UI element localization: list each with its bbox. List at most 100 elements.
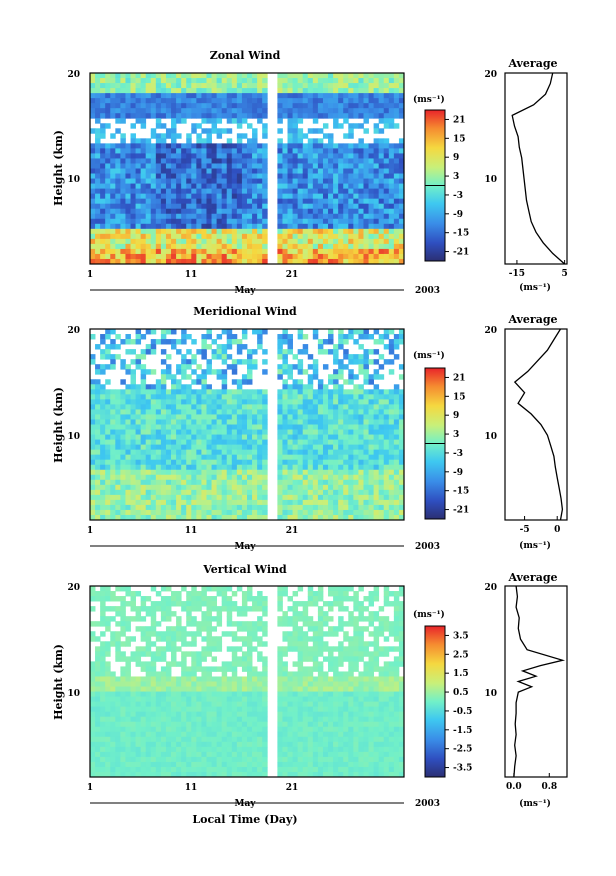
heatmap-cell	[150, 716, 157, 723]
heatmap-cell	[338, 384, 344, 390]
heatmap-cell	[297, 414, 304, 420]
heatmap-cell	[191, 606, 197, 612]
heatmap-cell	[206, 148, 212, 154]
heatmap-cell	[236, 253, 243, 260]
heatmap-cell	[317, 514, 324, 521]
heatmap-cell	[328, 233, 334, 240]
heatmap-cell	[191, 701, 197, 708]
heatmap-cell	[277, 243, 283, 250]
heatmap-cell	[307, 108, 314, 114]
heatmap-cell	[95, 484, 101, 491]
heatmap-cell	[393, 449, 400, 456]
heatmap-cell	[171, 656, 177, 662]
heatmap-cell	[211, 419, 218, 425]
heatmap-cell	[398, 409, 405, 415]
heatmap-cell	[282, 464, 288, 471]
heatmap-cell	[358, 494, 364, 501]
heatmap-cell	[110, 434, 116, 440]
heatmap-cell	[105, 93, 111, 99]
heatmap-cell	[176, 686, 182, 692]
heatmap-cell	[358, 243, 364, 250]
heatmap-cell	[140, 741, 147, 748]
heatmap-cell	[90, 691, 96, 697]
heatmap-cell	[130, 454, 136, 461]
heatmap-cell	[140, 434, 147, 440]
heatmap-cell	[317, 183, 324, 190]
profile-y-tick-20: 20	[484, 326, 497, 336]
heatmap-cell	[176, 454, 182, 461]
heatmap-cell	[292, 464, 299, 471]
heatmap-cell	[358, 469, 364, 476]
heatmap-cell	[191, 339, 197, 345]
heatmap-cell	[155, 118, 162, 124]
heatmap-cell	[388, 208, 395, 215]
heatmap-cell	[363, 238, 369, 245]
heatmap-cell	[292, 419, 299, 425]
heatmap-cell	[247, 369, 253, 375]
heatmap-cell	[105, 686, 111, 692]
heatmap-cell	[216, 459, 223, 466]
heatmap-cell	[252, 203, 258, 210]
heatmap-cell	[211, 454, 218, 461]
heatmap-cell	[125, 83, 131, 89]
heatmap-cell	[120, 409, 126, 415]
heatmap-cell	[282, 233, 288, 240]
heatmap-cell	[201, 596, 207, 602]
heatmap-cell	[125, 103, 131, 109]
heatmap-cell	[90, 721, 96, 728]
heatmap-cell	[287, 218, 293, 225]
heatmap-cell	[383, 78, 390, 84]
heatmap-cell	[155, 88, 162, 94]
heatmap-cell	[282, 78, 288, 84]
heatmap-cell	[211, 489, 218, 496]
heatmap-cell	[90, 198, 96, 205]
heatmap-cell	[287, 243, 293, 250]
heatmap-cell	[181, 444, 187, 451]
heatmap-cell	[398, 108, 405, 114]
heatmap-cell	[150, 711, 157, 718]
heatmap-cell	[363, 248, 369, 255]
heatmap-cell	[186, 464, 192, 471]
heatmap-cell	[150, 168, 157, 174]
heatmap-cell	[171, 489, 177, 496]
heatmap-cell	[221, 128, 228, 134]
heatmap-cell	[353, 479, 359, 486]
heatmap-cell	[145, 213, 152, 220]
heatmap-cell	[317, 73, 324, 79]
heatmap-cell	[287, 369, 293, 375]
heatmap-cell	[140, 88, 147, 94]
heatmap-cell	[155, 93, 162, 99]
heatmap-cell	[277, 509, 283, 516]
heatmap-cell	[292, 404, 299, 410]
heatmap-cell	[373, 329, 380, 335]
heatmap-cell	[277, 83, 283, 89]
heatmap-cell	[292, 484, 299, 491]
heatmap-cell	[120, 606, 126, 612]
heatmap-cell	[186, 349, 192, 355]
heatmap-cell	[181, 188, 187, 195]
heatmap-cell	[150, 198, 157, 205]
heatmap-cell	[150, 464, 157, 471]
heatmap-cell	[216, 429, 223, 435]
heatmap-cell	[383, 504, 390, 511]
heatmap-cell	[171, 459, 177, 466]
heatmap-cell	[145, 459, 152, 466]
heatmap-cell	[328, 213, 334, 220]
heatmap-cell	[262, 359, 268, 365]
heatmap-cell	[181, 193, 187, 200]
heatmap-cell	[383, 198, 390, 205]
heatmap-cell	[181, 208, 187, 215]
heatmap-cell	[236, 499, 243, 506]
heatmap-cell	[312, 359, 319, 365]
heatmap-cell	[262, 394, 268, 400]
heatmap-cell	[216, 223, 223, 230]
heatmap-cell	[201, 454, 207, 461]
heatmap-cell	[186, 736, 192, 743]
heatmap-cell	[328, 444, 334, 451]
heatmap-cell	[363, 178, 369, 184]
heatmap-cell	[221, 243, 228, 250]
heatmap-cell	[206, 258, 212, 265]
heatmap-cell	[135, 404, 142, 410]
heatmap-cell	[338, 404, 344, 410]
heatmap-cell	[155, 248, 162, 255]
